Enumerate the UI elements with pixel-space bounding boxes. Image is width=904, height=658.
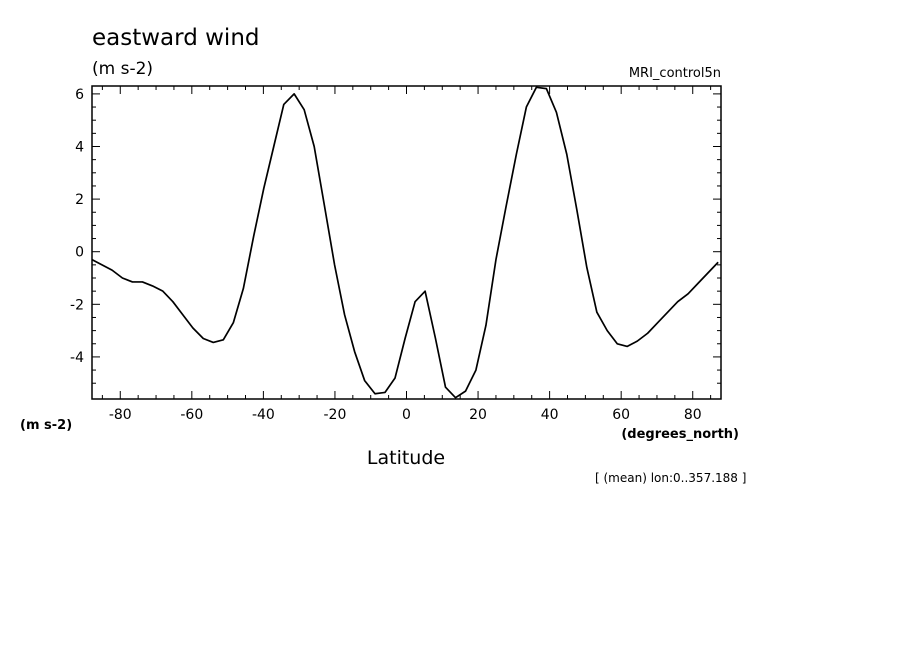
y-tick-label: 2 (75, 192, 84, 208)
y-tick-label: -4 (70, 350, 84, 366)
chart-model: MRI_control5n (629, 66, 721, 81)
x-tick-labels: -80 -60 -40 -20 0 20 40 60 80 (109, 407, 702, 423)
x-tick-label: -20 (324, 407, 347, 423)
y-ticks (92, 93, 721, 384)
y-tick-label: 4 (75, 139, 84, 155)
plot-frame (91, 85, 722, 400)
chart-annotation: [ (mean) lon:0..357.188 ] (595, 471, 746, 485)
x-tick-label: 60 (612, 407, 630, 423)
y-tick-label: -2 (70, 297, 84, 313)
y-tick-labels: -4 -2 0 2 4 6 (70, 87, 84, 366)
x-ticks (101, 86, 712, 399)
x-tick-label: -40 (252, 407, 275, 423)
chart-units: (m s-2) (92, 59, 153, 79)
x-tick-label: 20 (469, 407, 487, 423)
x-axis-title: Latitude (367, 447, 445, 469)
x-tick-label: 40 (541, 407, 559, 423)
x-tick-label: 0 (402, 407, 411, 423)
x-axis-units: (degrees_north) (621, 427, 739, 442)
x-tick-label: -60 (180, 407, 203, 423)
y-axis-units: (m s-2) (20, 418, 72, 433)
chart-title: eastward wind (92, 25, 260, 51)
x-tick-label: 80 (684, 407, 702, 423)
y-tick-label: 6 (75, 87, 84, 103)
y-tick-label: 0 (75, 245, 84, 261)
x-tick-label: -80 (109, 407, 132, 423)
series-line (91, 86, 719, 399)
